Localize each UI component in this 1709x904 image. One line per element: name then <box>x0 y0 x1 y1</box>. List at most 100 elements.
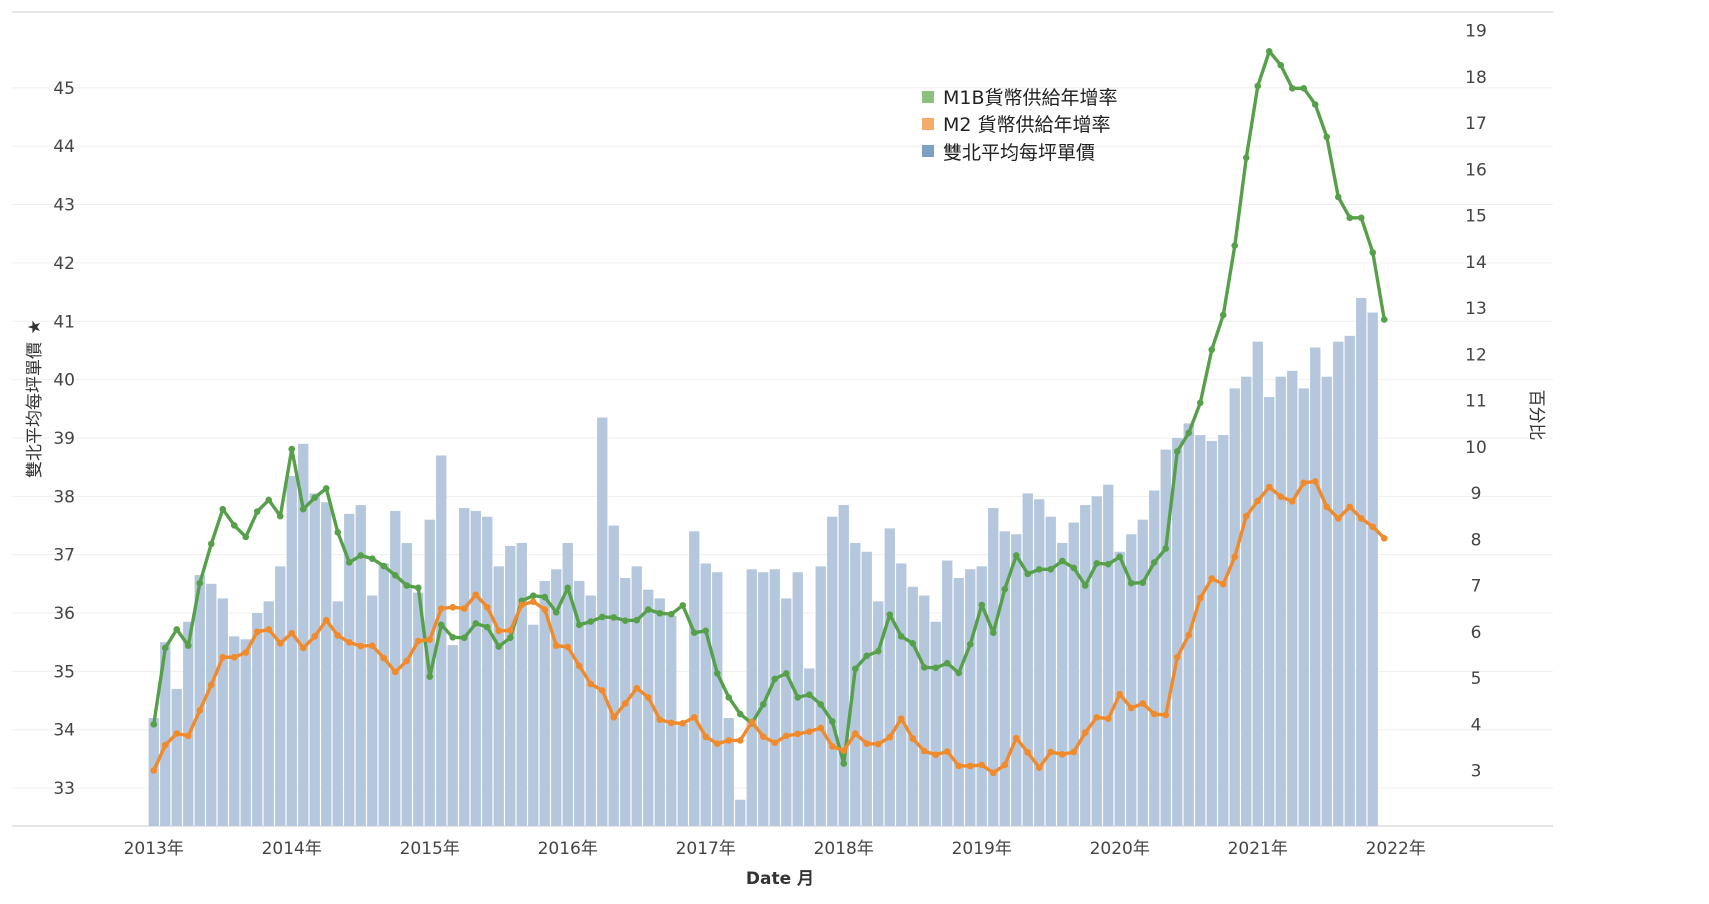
series-point <box>644 606 652 613</box>
legend-swatch-price <box>922 145 934 157</box>
right-tick-label: 14 <box>1465 253 1487 273</box>
price-bar <box>551 569 562 826</box>
price-bar <box>401 542 412 826</box>
price-bar <box>206 583 217 826</box>
price-bar <box>574 580 585 826</box>
right-tick-label: 7 <box>1471 577 1482 597</box>
series-point <box>219 505 227 513</box>
series-point <box>472 591 480 599</box>
series-point <box>1150 559 1158 566</box>
series-point <box>610 614 618 621</box>
series-point <box>840 747 848 754</box>
price-bar <box>919 595 930 826</box>
price-bar <box>861 551 872 826</box>
series-point <box>1334 515 1342 522</box>
price-bar <box>585 595 596 826</box>
series-point <box>966 762 974 770</box>
series-point <box>1369 523 1377 531</box>
series-point <box>1277 61 1285 69</box>
price-bar <box>758 572 769 826</box>
series-point <box>1070 564 1078 572</box>
series-point <box>943 659 951 667</box>
right-tick-label: 19 <box>1465 22 1487 42</box>
series-point <box>759 733 767 741</box>
series-point <box>1012 734 1020 742</box>
right-tick-label: 11 <box>1465 392 1487 412</box>
series-point <box>1323 503 1331 511</box>
price-bar <box>493 566 504 826</box>
series-point <box>1346 214 1354 222</box>
series-point <box>713 740 721 747</box>
series-point <box>1081 729 1089 736</box>
series-point <box>863 652 871 660</box>
series-point <box>1047 566 1055 573</box>
price-bar <box>689 531 700 826</box>
series-point <box>805 728 813 735</box>
series-point <box>1035 764 1043 772</box>
series-point <box>702 627 710 635</box>
series-point <box>1058 751 1066 758</box>
series-point <box>1311 478 1319 485</box>
price-bar <box>1310 347 1321 826</box>
series-point <box>920 664 928 671</box>
series-point <box>920 747 928 755</box>
series-point <box>426 673 434 680</box>
price-bar <box>1218 435 1229 826</box>
series-point <box>897 633 905 640</box>
price-bar <box>286 475 297 826</box>
price-bar <box>1022 493 1033 826</box>
series-point <box>460 605 468 612</box>
price-bar <box>539 580 550 826</box>
price-bar <box>654 598 665 826</box>
legend-swatch-m2 <box>922 118 934 130</box>
series-point <box>552 642 560 649</box>
series-point <box>897 715 905 722</box>
series-point <box>1288 85 1296 92</box>
series-point <box>184 732 192 740</box>
price-bar <box>390 510 401 826</box>
price-bar <box>597 417 608 826</box>
series-point <box>1070 748 1078 756</box>
series-point <box>828 718 836 725</box>
series-point <box>656 609 664 617</box>
series-point <box>449 603 457 611</box>
series-point <box>909 735 917 742</box>
price-bar <box>298 443 309 826</box>
price-bar <box>321 502 332 826</box>
x-axis: 2013年 2014年 2015年 2016年 2017年 2018年 2019年 2020年… <box>124 839 1426 859</box>
price-bar <box>505 545 516 826</box>
series-point <box>391 668 399 676</box>
legend-label-m2: M2 貨幣供給年增率 <box>943 114 1111 136</box>
series-point <box>1231 553 1239 561</box>
series-point <box>932 751 940 759</box>
series-point <box>955 762 963 770</box>
series-point <box>1219 580 1227 588</box>
series-point <box>219 653 227 661</box>
series-point <box>483 623 491 631</box>
series-point <box>874 740 882 748</box>
price-bar <box>1126 534 1137 826</box>
price-bar <box>470 510 481 826</box>
series-point <box>334 529 342 536</box>
series-point <box>1012 552 1020 559</box>
series-point <box>518 601 526 609</box>
price-bar <box>769 569 780 826</box>
series-point <box>1242 154 1250 161</box>
series-point <box>1369 249 1377 256</box>
series-point <box>1334 193 1342 201</box>
series-point <box>1196 399 1204 407</box>
price-bar <box>976 566 987 826</box>
series-point <box>1265 483 1273 491</box>
price-bar <box>804 668 815 826</box>
price-bar <box>815 566 826 826</box>
series-point <box>495 643 503 650</box>
series-point <box>610 714 618 721</box>
price-bar <box>1367 312 1378 826</box>
x-tick-label: 2015年 <box>400 839 460 859</box>
series-point <box>1035 566 1043 573</box>
price-bar <box>1264 397 1275 826</box>
series-point <box>207 681 215 689</box>
price-bar <box>896 563 907 826</box>
series-point <box>621 700 629 707</box>
